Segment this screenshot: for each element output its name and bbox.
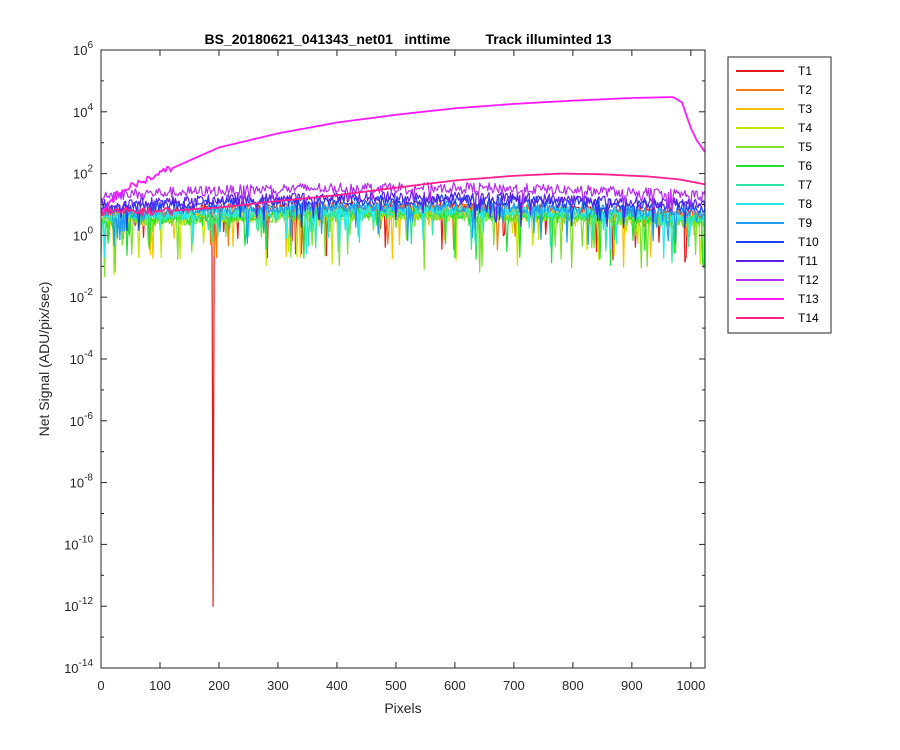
y-tick-label: 10-10 bbox=[64, 534, 93, 552]
x-axis-label: Pixels bbox=[384, 700, 421, 716]
legend-box bbox=[727, 56, 832, 334]
legend-label: T5 bbox=[798, 140, 812, 154]
x-tick-label: 900 bbox=[621, 678, 643, 693]
x-tick-label: 400 bbox=[326, 678, 348, 693]
y-axis-label: Net Signal (ADU/pix/sec) bbox=[36, 282, 52, 437]
x-axis: 0 100 200 300 400 500 600 700 800 900 1000 bbox=[97, 50, 705, 693]
series-line-t12 bbox=[100, 181, 706, 213]
y-tick-label: 10-8 bbox=[70, 473, 94, 491]
axes-box bbox=[100, 49, 706, 669]
x-tick-label: 200 bbox=[208, 678, 230, 693]
series-line-t11 bbox=[100, 191, 706, 228]
legend-label: T10 bbox=[798, 235, 819, 249]
y-tick-label: 102 bbox=[73, 164, 93, 182]
y-tick-label: 10-2 bbox=[70, 287, 94, 305]
series-line-t14 bbox=[100, 172, 706, 217]
legend-label: T7 bbox=[798, 178, 812, 192]
y-tick-label: 104 bbox=[73, 102, 93, 120]
y-tick-label: 10-14 bbox=[64, 658, 93, 676]
legend-label: T1 bbox=[798, 64, 812, 78]
x-tick-label: 500 bbox=[385, 678, 407, 693]
y-tick-label: 106 bbox=[73, 40, 93, 58]
legend-label: T9 bbox=[798, 216, 812, 230]
x-tick-label: 300 bbox=[267, 678, 289, 693]
legend-label: T13 bbox=[798, 292, 819, 306]
legend-label: T12 bbox=[798, 273, 819, 287]
legend-label: T6 bbox=[798, 159, 812, 173]
x-tick-label: 0 bbox=[97, 678, 104, 693]
series-line-t13 bbox=[100, 96, 706, 214]
legend-label: T4 bbox=[798, 121, 812, 135]
y-tick-label: 100 bbox=[73, 225, 93, 243]
y-tick-label: 10-6 bbox=[70, 411, 94, 429]
legend: T1 T2 T3 T4 T5 T6 T7 T8 T9 T10 T11 T12 T13 T14 bbox=[727, 56, 832, 334]
plot-lines bbox=[100, 96, 706, 607]
legend-label: T14 bbox=[798, 311, 819, 325]
x-tick-label: 700 bbox=[503, 678, 525, 693]
x-tick-label: 600 bbox=[444, 678, 466, 693]
x-tick-label: 100 bbox=[149, 678, 171, 693]
legend-label: T8 bbox=[798, 197, 812, 211]
legend-label: T2 bbox=[798, 83, 812, 97]
series-line-t1 bbox=[100, 200, 706, 607]
y-tick-label: 10-12 bbox=[64, 596, 93, 614]
x-tick-label: 1000 bbox=[676, 678, 705, 693]
legend-label: T3 bbox=[798, 102, 812, 116]
y-tick-label: 10-4 bbox=[70, 349, 94, 367]
x-tick-label: 800 bbox=[562, 678, 584, 693]
legend-label: T11 bbox=[798, 254, 818, 268]
chart-title: BS_20180621_041343_net01 inttime Track i… bbox=[205, 31, 612, 47]
y-axis: 10-14 10-12 10-10 10-8 10-6 10-4 10-2 100 102 104… bbox=[64, 40, 705, 676]
